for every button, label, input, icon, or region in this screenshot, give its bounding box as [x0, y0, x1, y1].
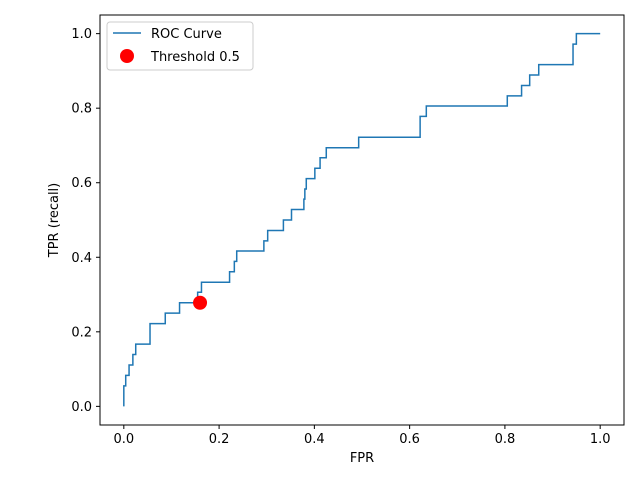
- roc-curve-line: [123, 32, 601, 407]
- y-axis-ticks: 0.0 0.2 0.4 0.6 0.8 1.0: [71, 27, 100, 415]
- y-tick-label: 0.8: [71, 102, 92, 117]
- y-tick-label: 0.4: [71, 251, 92, 266]
- x-tick-label: 0.2: [209, 432, 230, 447]
- plot-marks: [123, 32, 601, 407]
- legend-threshold-swatch: [120, 49, 134, 63]
- legend-threshold-label: Threshold 0.5: [150, 50, 240, 65]
- x-tick-label: 0.0: [113, 432, 134, 447]
- y-tick-label: 0.0: [71, 400, 92, 415]
- x-tick-label: 0.6: [399, 432, 420, 447]
- threshold-point: [193, 295, 208, 310]
- y-tick-label: 1.0: [71, 27, 92, 42]
- plot-frame: [99, 14, 625, 426]
- x-tick-label: 0.8: [495, 432, 516, 447]
- legend-roc-label: ROC Curve: [151, 27, 222, 42]
- legend-box: [106, 21, 254, 71]
- legend: ROC Curve Threshold 0.5: [106, 21, 254, 71]
- x-tick-label: 0.4: [304, 432, 325, 447]
- y-tick-label: 0.6: [71, 176, 92, 191]
- x-axis-ticks: 0.0 0.2 0.4 0.6 0.8 1.0: [113, 425, 611, 447]
- x-tick-label: 1.0: [590, 432, 611, 447]
- y-tick-label: 0.2: [71, 325, 92, 340]
- y-axis-title: TPR (recall): [47, 183, 62, 258]
- x-axis-title: FPR: [350, 451, 374, 466]
